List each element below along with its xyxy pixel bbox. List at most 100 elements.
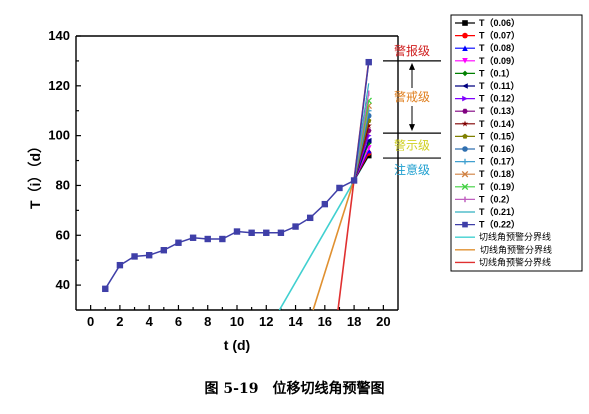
x-tick-label: 6 [175, 314, 182, 329]
x-tick-label: 8 [204, 314, 211, 329]
legend-item: T（0.2） [455, 194, 515, 204]
y-tick-label: 60 [56, 227, 70, 242]
legend-item: T（0.13） [455, 106, 520, 116]
main-series-point [248, 229, 255, 236]
legend-label: T（0.09） [479, 56, 520, 66]
legend-label: T（0.13） [479, 106, 520, 116]
legend-marker [462, 45, 468, 51]
legend-marker [462, 83, 468, 89]
legend-item: T（0.16） [455, 144, 520, 154]
main-series-point [277, 229, 285, 236]
legend-item: T（0.14） [455, 119, 520, 129]
y-axis-title: T（i）（d） [27, 139, 43, 209]
legend-label: T（0.15） [479, 131, 520, 141]
legend-marker [462, 20, 468, 26]
legend-label: T（0.19） [479, 182, 520, 192]
y-tick-label: 140 [48, 28, 70, 43]
legend-label: T（0.08） [479, 43, 520, 53]
y-tick-label: 40 [56, 277, 70, 292]
main-series-point [336, 184, 343, 192]
level-label-4: 注意级 [394, 162, 430, 177]
x-tick-label: 20 [376, 314, 390, 329]
x-tick-label: 4 [146, 314, 154, 329]
x-tick-label: 14 [288, 314, 303, 329]
legend-item: T（0.22） [455, 220, 520, 230]
x-tick-label: 0 [87, 314, 94, 329]
y-tick-label: 120 [48, 78, 70, 93]
legend-item: T（0.21） [455, 207, 520, 217]
plot-area [75, 35, 399, 311]
legend-marker [462, 221, 468, 228]
legend-item: 切线角预警分界线 [455, 231, 551, 243]
arrow-down-head [409, 124, 415, 132]
main-series [102, 58, 372, 293]
legend-marker [461, 120, 469, 127]
fan-series [353, 83, 372, 181]
main-series-point [263, 229, 270, 236]
legend-label: 切线角预警分界线 [479, 231, 551, 243]
level-label-1: 警报级 [394, 43, 430, 58]
arrow-up-head [409, 62, 415, 70]
legend-box [450, 14, 583, 272]
legend-label: T（0.17） [479, 157, 520, 167]
main-series-point [102, 285, 109, 293]
main-series-point [131, 253, 138, 260]
boundary-lines [278, 60, 370, 311]
legend-label: T（0.11） [479, 81, 520, 91]
legend-label: T（0.06） [479, 18, 520, 28]
x-tick-label: 18 [347, 314, 361, 329]
ticks: 0 2 4 6 8 10 12 14 16 18 20 40 60 80 100 120 140 [48, 28, 390, 329]
legend-item: T（0.08） [455, 43, 520, 53]
x-tick-label: 12 [259, 314, 273, 329]
legend-item: T（0.15） [455, 131, 520, 141]
main-series-point [292, 223, 299, 230]
fan-point [365, 122, 372, 129]
main-series-point [350, 177, 358, 184]
main-series-point [233, 228, 241, 235]
legend-marker [461, 183, 469, 191]
legend-label: 切线角预警分界线 [479, 256, 551, 268]
legend-item: T（0.09） [455, 56, 520, 66]
legend-item: T（0.18） [455, 169, 520, 179]
main-series-point [219, 235, 226, 243]
tangent-angle-warning-chart: 0 2 4 6 8 10 12 14 16 18 20 40 60 80 100 120 140 警报级警戒级警… [27, 14, 583, 353]
legend-item: T（0.07） [455, 31, 520, 41]
fan-point [365, 137, 372, 144]
legend-label: T（0.21） [479, 207, 520, 217]
level-label-3: 警示级 [394, 138, 430, 153]
main-series-point [160, 247, 168, 254]
legend-item: T（0.11） [455, 81, 520, 91]
legend-item: T（0.17） [455, 157, 520, 167]
main-series-point [321, 200, 329, 208]
main-series-point [175, 239, 182, 246]
figure-caption: 图 5-19 位移切线角预警图 [204, 381, 385, 397]
main-series-point [145, 252, 153, 259]
legend-item: T（0.06） [455, 18, 520, 28]
main-series-line [104, 62, 370, 290]
legend-item: T（0.19） [455, 182, 520, 192]
legend-marker [462, 32, 468, 39]
x-tick-label: 2 [116, 314, 123, 329]
legend-item: 切线角预警分界线 [455, 256, 551, 268]
legend-marker [462, 146, 468, 152]
x-tick-label: 16 [318, 314, 332, 329]
main-series-point [365, 58, 372, 66]
legend-marker [462, 70, 468, 77]
legend: T（0.06） T（0.07） T（0.08） T（0.09） T（0.1） T（0.11… [450, 14, 583, 272]
y-tick-label: 100 [48, 128, 70, 143]
main-series-point [189, 234, 197, 241]
legend-marker [462, 58, 468, 64]
legend-label: T（0.2） [479, 194, 515, 204]
main-series-point [116, 261, 124, 269]
legend-label: T（0.22） [479, 220, 520, 230]
level-label-2: 警戒级 [394, 89, 430, 104]
legend-label: T（0.1） [479, 68, 515, 78]
legend-marker [461, 170, 469, 178]
x-axis-title: t (d) [224, 337, 250, 353]
legend-label: T（0.14） [479, 119, 520, 129]
legend-label: 切线角预警分界线 [480, 244, 552, 256]
legend-label: T（0.07） [479, 31, 520, 41]
legend-marker [462, 95, 468, 102]
legend-marker [462, 108, 468, 114]
